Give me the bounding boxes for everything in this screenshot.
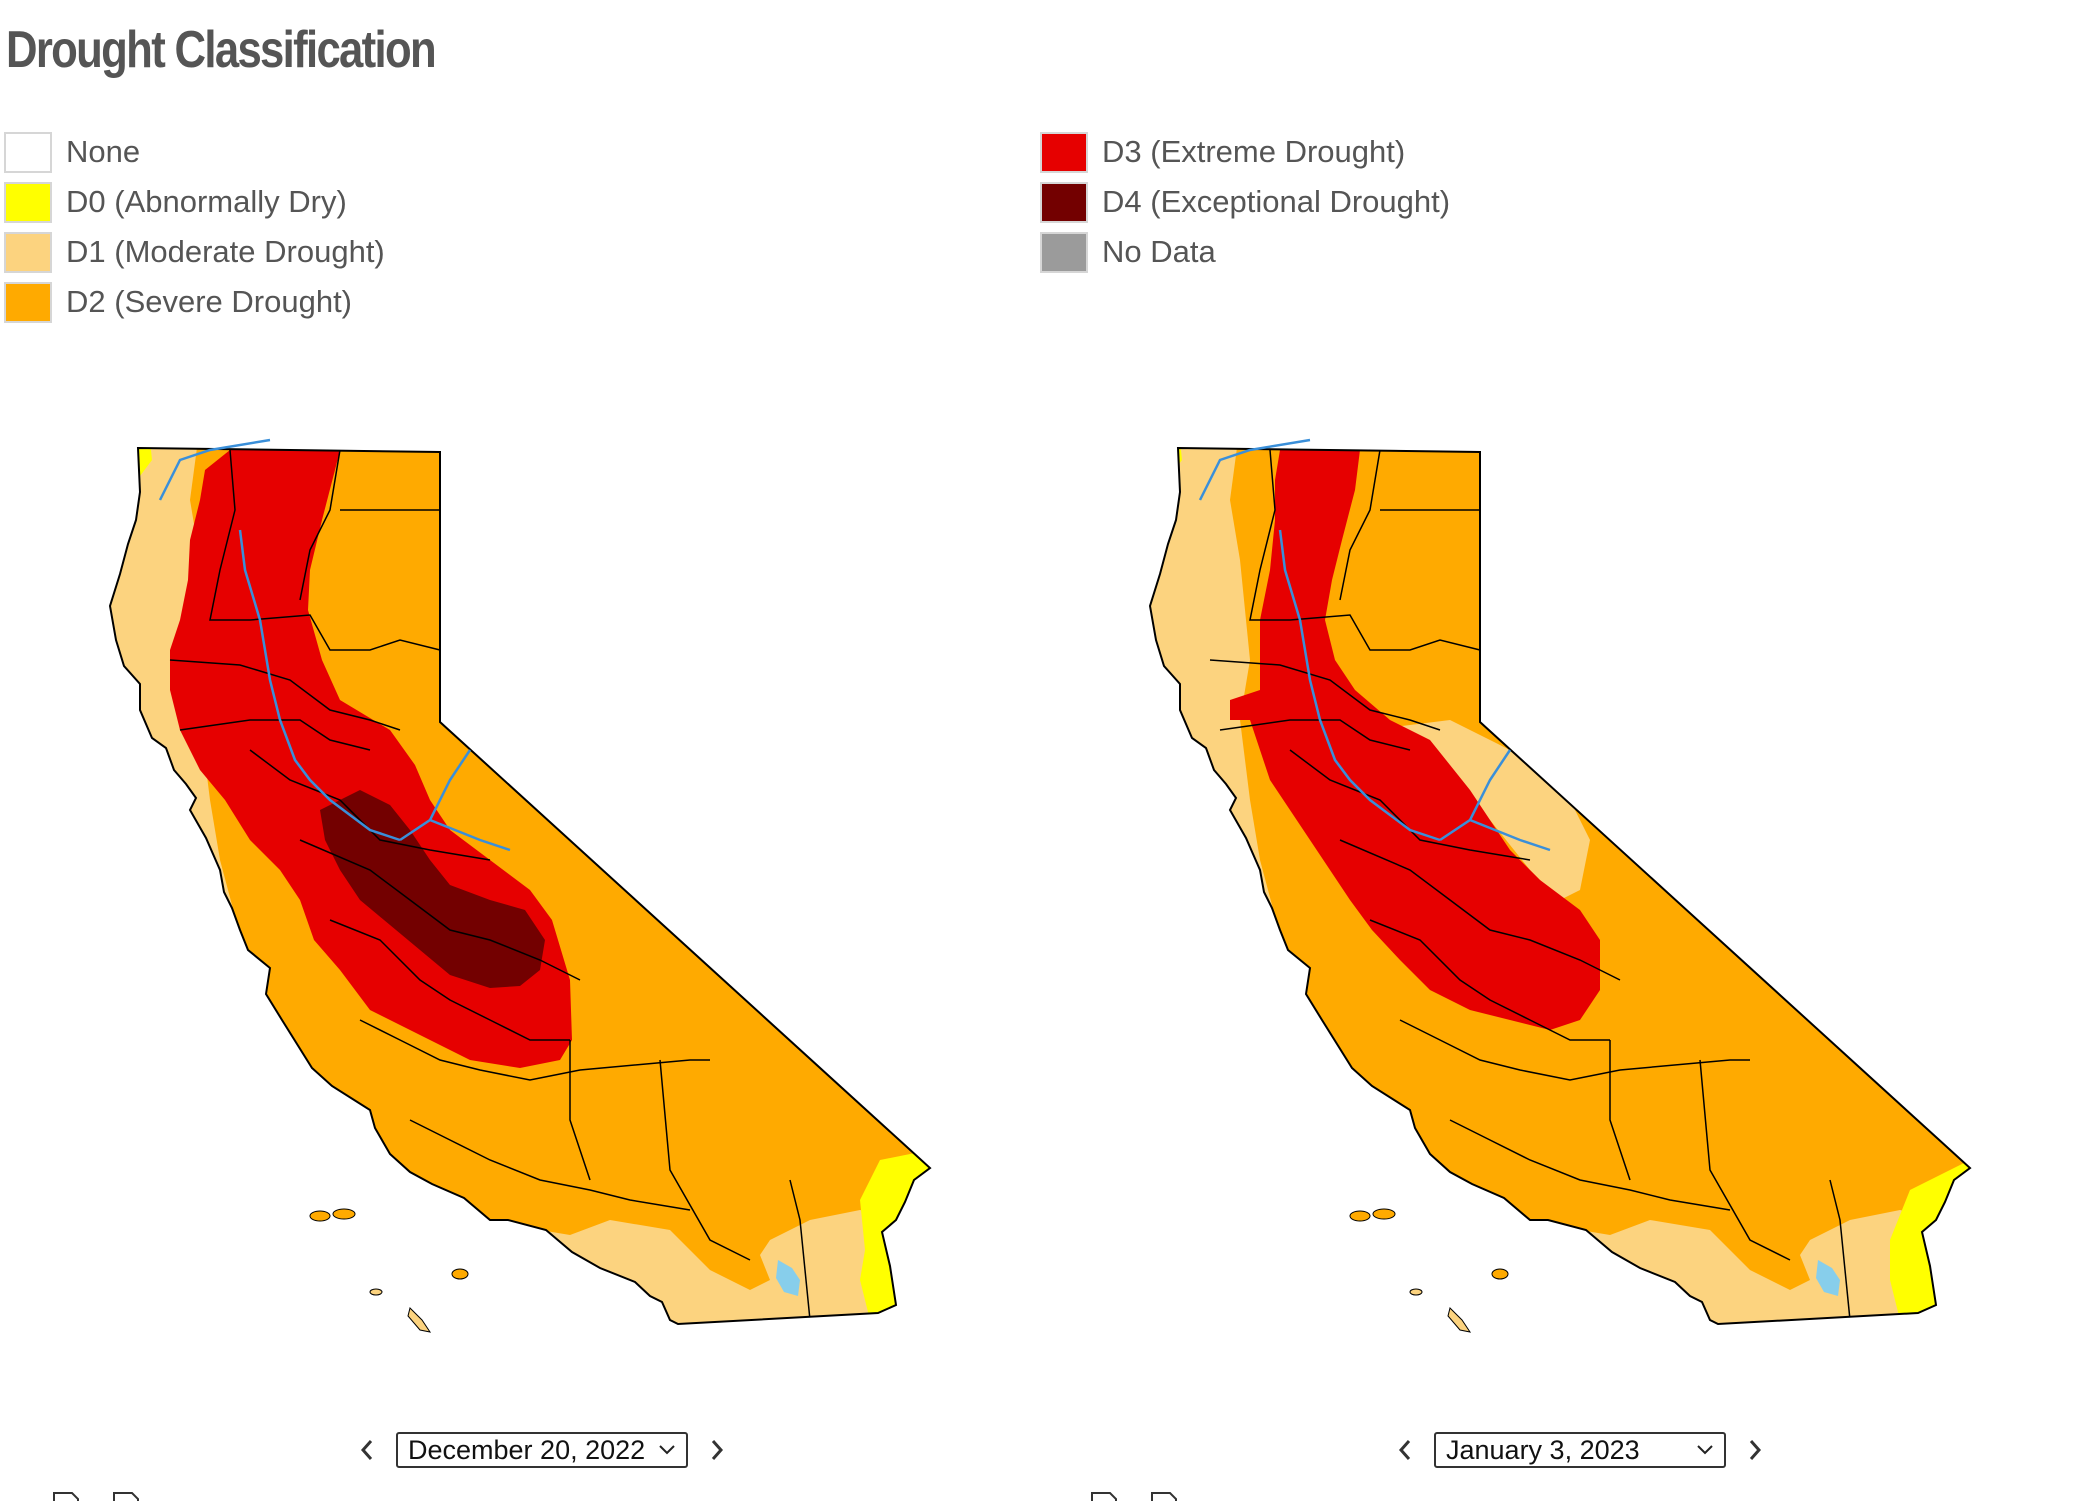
swatch-d0 — [4, 181, 52, 223]
legend-label: D1 (Moderate Drought) — [66, 234, 385, 269]
chevron-left-icon[interactable] — [352, 1432, 382, 1468]
date-select-right[interactable]: January 3, 2023 — [1434, 1432, 1726, 1468]
swatch-d2 — [4, 281, 52, 323]
date-control-left: December 20, 2022 — [352, 1430, 732, 1470]
legend-item-nodata: No Data — [1040, 227, 1450, 277]
legend-item-d4: D4 (Exceptional Drought) — [1040, 177, 1450, 227]
chevron-down-icon — [1697, 1445, 1713, 1455]
swatch-d1 — [4, 231, 52, 273]
date-select-value: December 20, 2022 — [408, 1434, 646, 1465]
swatch-none — [4, 131, 52, 173]
swatch-d4 — [1040, 181, 1088, 223]
legend-label: D3 (Extreme Drought) — [1102, 134, 1406, 169]
legend-item-d2: D2 (Severe Drought) — [4, 277, 385, 327]
page-title: Drought Classification — [6, 21, 437, 79]
legend-item-d1: D1 (Moderate Drought) — [4, 227, 385, 277]
swatch-nodata — [1040, 231, 1088, 273]
chevron-right-icon[interactable] — [1740, 1432, 1770, 1468]
document-icon — [1151, 1492, 1177, 1501]
legend-left: None D0 (Abnormally Dry) D1 (Moderate Dr… — [4, 127, 385, 327]
date-select-value: January 3, 2023 — [1446, 1434, 1640, 1465]
date-select-left[interactable]: December 20, 2022 — [396, 1432, 688, 1468]
date-control-right: January 3, 2023 — [1390, 1430, 1770, 1470]
legend-item-d3: D3 (Extreme Drought) — [1040, 127, 1450, 177]
chevron-down-icon — [659, 1445, 675, 1455]
document-icon — [1091, 1492, 1117, 1501]
legend-item-none: None — [4, 127, 385, 177]
footer-icons-right — [1090, 1488, 1180, 1506]
legend-label: None — [66, 134, 141, 169]
drought-map-dec-2022 — [70, 420, 950, 1370]
drought-map-jan-2023 — [1110, 420, 1990, 1370]
chevron-left-icon[interactable] — [1390, 1432, 1420, 1468]
legend-label: D2 (Severe Drought) — [66, 284, 353, 319]
document-icon — [53, 1492, 79, 1501]
legend-item-d0: D0 (Abnormally Dry) — [4, 177, 385, 227]
legend-label: D0 (Abnormally Dry) — [66, 184, 347, 219]
legend-label: No Data — [1102, 234, 1216, 269]
chevron-right-icon[interactable] — [702, 1432, 732, 1468]
legend-right: D3 (Extreme Drought) D4 (Exceptional Dro… — [1040, 127, 1450, 277]
swatch-d3 — [1040, 131, 1088, 173]
footer-icons-left — [52, 1488, 142, 1506]
document-icon — [113, 1492, 139, 1501]
legend-label: D4 (Exceptional Drought) — [1102, 184, 1451, 219]
